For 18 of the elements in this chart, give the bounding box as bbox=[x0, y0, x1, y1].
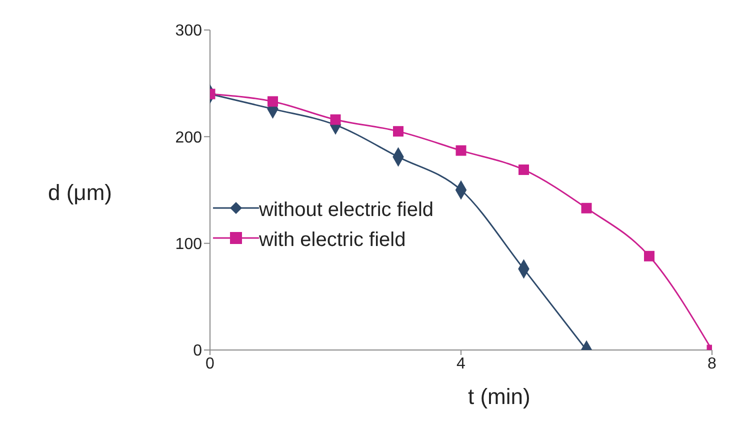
y-axis-title: d (μm) bbox=[48, 180, 112, 206]
point bbox=[393, 126, 404, 137]
legend-label: with electric field bbox=[259, 228, 407, 252]
y-tick-label: 200 bbox=[175, 129, 202, 146]
point bbox=[456, 145, 466, 156]
point bbox=[518, 164, 529, 175]
y-tick-label: 0 bbox=[193, 342, 202, 360]
point bbox=[581, 202, 592, 214]
x-tick-label: 4 bbox=[456, 355, 466, 372]
x-tick-label: 8 bbox=[708, 355, 717, 372]
y-tick-label: 300 bbox=[175, 22, 202, 40]
x-tick-label: 0 bbox=[206, 355, 215, 372]
y-tick-label: 100 bbox=[175, 236, 202, 254]
legend-label: without electric field bbox=[259, 198, 435, 222]
x-axis-title: t (min) bbox=[468, 384, 530, 410]
point bbox=[330, 114, 341, 125]
point bbox=[644, 250, 654, 262]
point bbox=[268, 96, 278, 107]
